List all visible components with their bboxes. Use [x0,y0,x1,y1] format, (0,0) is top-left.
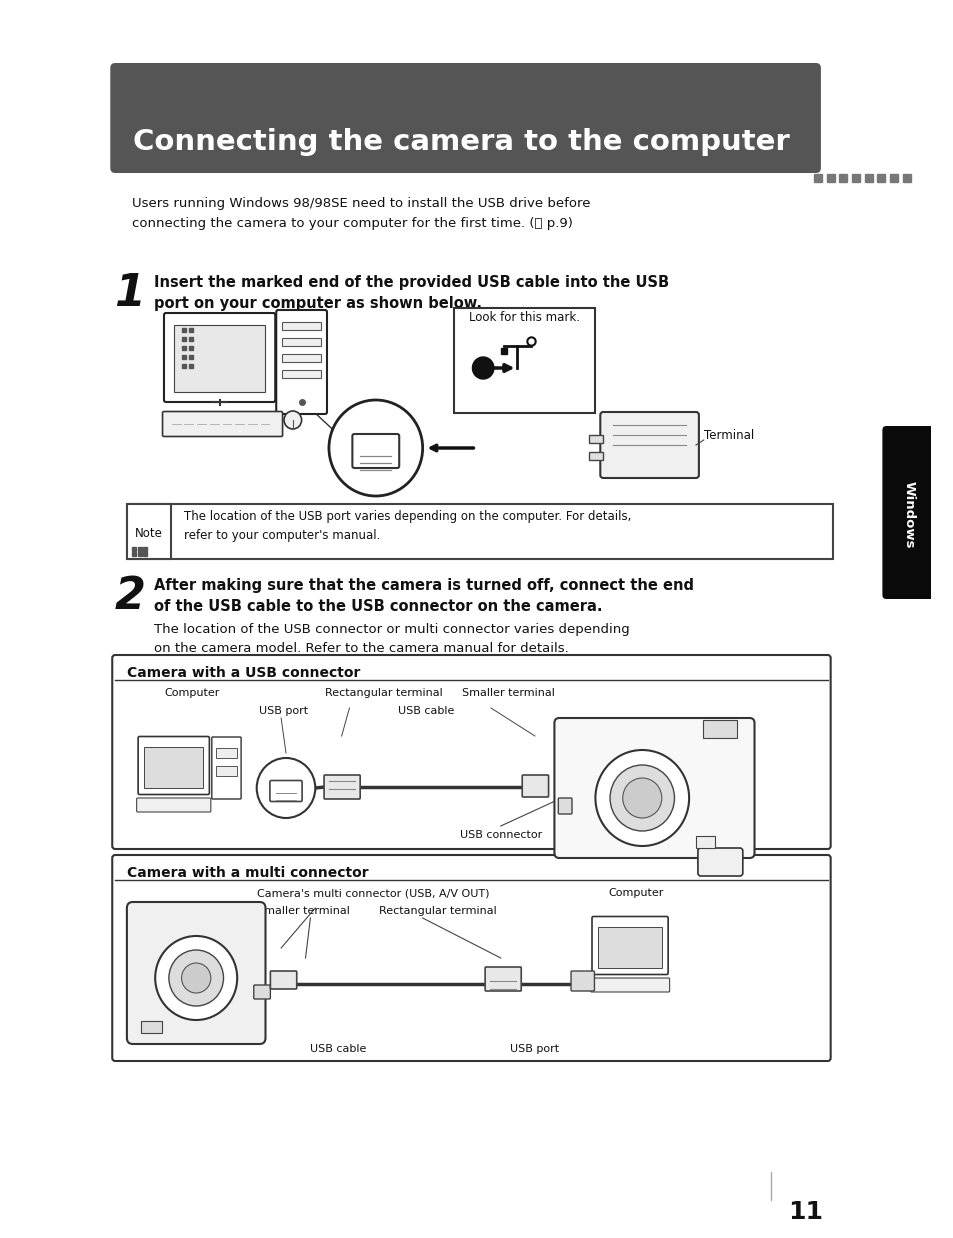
Text: Camera with a USB connector: Camera with a USB connector [127,666,360,680]
FancyBboxPatch shape [138,737,209,795]
Bar [215,766,237,776]
Circle shape [472,357,494,379]
Text: USB port: USB port [350,510,401,522]
Text: The location of the USB port varies depending on the computer. For details,
refe: The location of the USB port varies depe… [183,510,630,541]
Bar [127,504,832,560]
FancyBboxPatch shape [136,799,211,812]
FancyBboxPatch shape [127,903,265,1044]
Text: Smaller terminal: Smaller terminal [256,906,349,916]
Text: Camera with a multi connector: Camera with a multi connector [127,867,368,880]
FancyBboxPatch shape [882,426,934,599]
FancyBboxPatch shape [554,718,754,858]
Bar [454,308,595,413]
FancyBboxPatch shape [558,799,572,815]
Bar [282,338,321,345]
Text: Windows: Windows [902,482,914,548]
Text: Look for this mark.: Look for this mark. [468,311,579,324]
Text: Computer: Computer [607,888,662,898]
Text: USB port: USB port [510,1044,558,1054]
Text: After making sure that the camera is turned off, connect the end
of the USB cabl: After making sure that the camera is tur… [154,578,694,614]
Text: USB cable: USB cable [397,706,455,716]
FancyBboxPatch shape [521,775,548,797]
Text: USB connector: USB connector [459,829,541,841]
Text: 2: 2 [114,574,145,618]
Text: Camera's multi connector (USB, A/V OUT): Camera's multi connector (USB, A/V OUT) [256,888,489,898]
FancyBboxPatch shape [571,971,594,990]
Bar [127,504,171,560]
Text: Users running Windows 98/98SE need to install the USB drive before
connecting th: Users running Windows 98/98SE need to in… [132,197,590,229]
Circle shape [155,936,237,1020]
Bar [588,452,602,461]
Text: Connecting the camera to the computer: Connecting the camera to the computer [132,128,789,156]
Circle shape [622,777,661,818]
Circle shape [595,750,688,846]
FancyBboxPatch shape [485,967,520,990]
Circle shape [256,758,314,818]
FancyBboxPatch shape [112,655,830,849]
Bar [282,370,321,378]
Text: Smaller terminal: Smaller terminal [461,688,554,698]
Bar [140,1021,162,1032]
FancyBboxPatch shape [112,855,830,1061]
Text: USB cable: USB cable [309,1044,366,1054]
FancyBboxPatch shape [111,63,820,173]
FancyBboxPatch shape [698,848,742,877]
FancyBboxPatch shape [212,737,241,799]
Circle shape [329,400,422,496]
FancyBboxPatch shape [164,313,275,402]
Text: Computer: Computer [164,688,219,698]
FancyBboxPatch shape [324,775,360,799]
Circle shape [609,765,674,831]
Text: Note: Note [134,526,162,540]
Bar [173,326,265,392]
Circle shape [181,963,211,993]
FancyBboxPatch shape [162,411,282,437]
FancyBboxPatch shape [253,985,270,999]
Text: The location of the USB connector or multi connector varies depending
on the cam: The location of the USB connector or mul… [154,623,629,655]
Bar [598,927,661,968]
Bar [702,721,736,738]
Bar [696,836,715,848]
Text: 1: 1 [114,272,145,314]
Circle shape [169,950,223,1006]
Text: Terminal: Terminal [703,428,753,442]
FancyBboxPatch shape [352,435,398,468]
Bar [588,435,602,443]
Text: Insert the marked end of the provided USB cable into the USB
port on your comput: Insert the marked end of the provided US… [154,275,669,311]
Circle shape [284,411,301,430]
Bar [215,748,237,758]
Bar [282,322,321,331]
Bar [144,747,203,789]
Text: USB port: USB port [258,706,308,716]
FancyBboxPatch shape [270,780,302,801]
FancyBboxPatch shape [599,412,699,478]
FancyBboxPatch shape [590,978,669,992]
FancyBboxPatch shape [592,916,667,974]
FancyBboxPatch shape [270,971,296,989]
Text: Rectangular terminal: Rectangular terminal [325,688,442,698]
Bar [282,354,321,361]
FancyBboxPatch shape [276,310,327,413]
Text: Rectangular terminal: Rectangular terminal [378,906,496,916]
Text: 11: 11 [787,1200,821,1224]
